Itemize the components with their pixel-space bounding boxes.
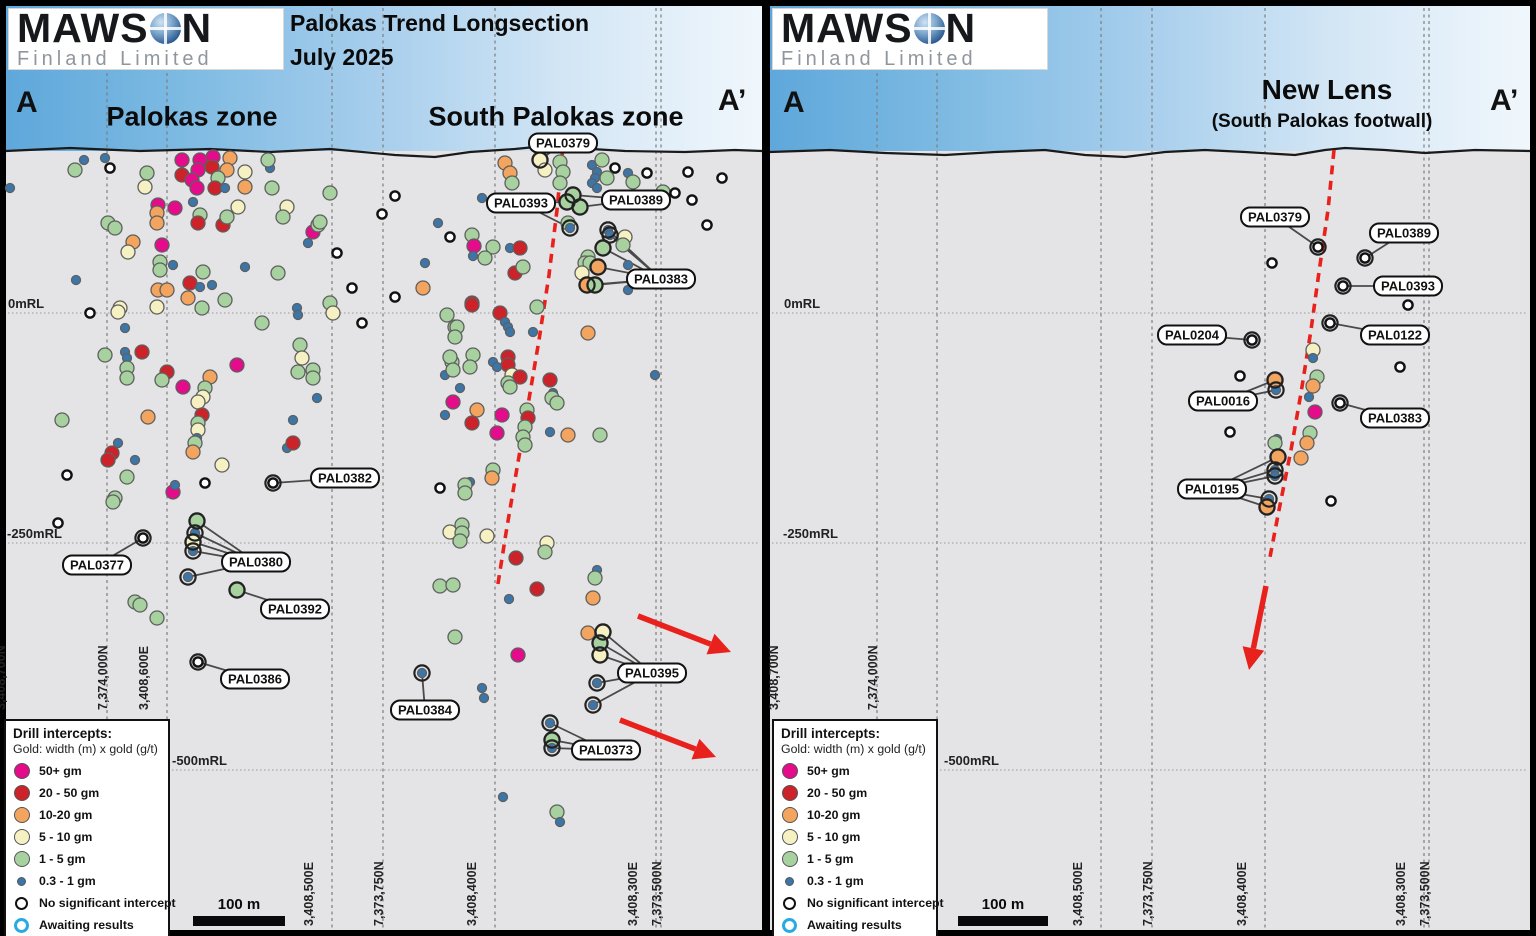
panel-palokas-trend	[6, 6, 762, 930]
sky-gradient	[6, 6, 762, 151]
sky-gradient	[770, 6, 1530, 151]
panel-new-lens	[770, 6, 1530, 930]
